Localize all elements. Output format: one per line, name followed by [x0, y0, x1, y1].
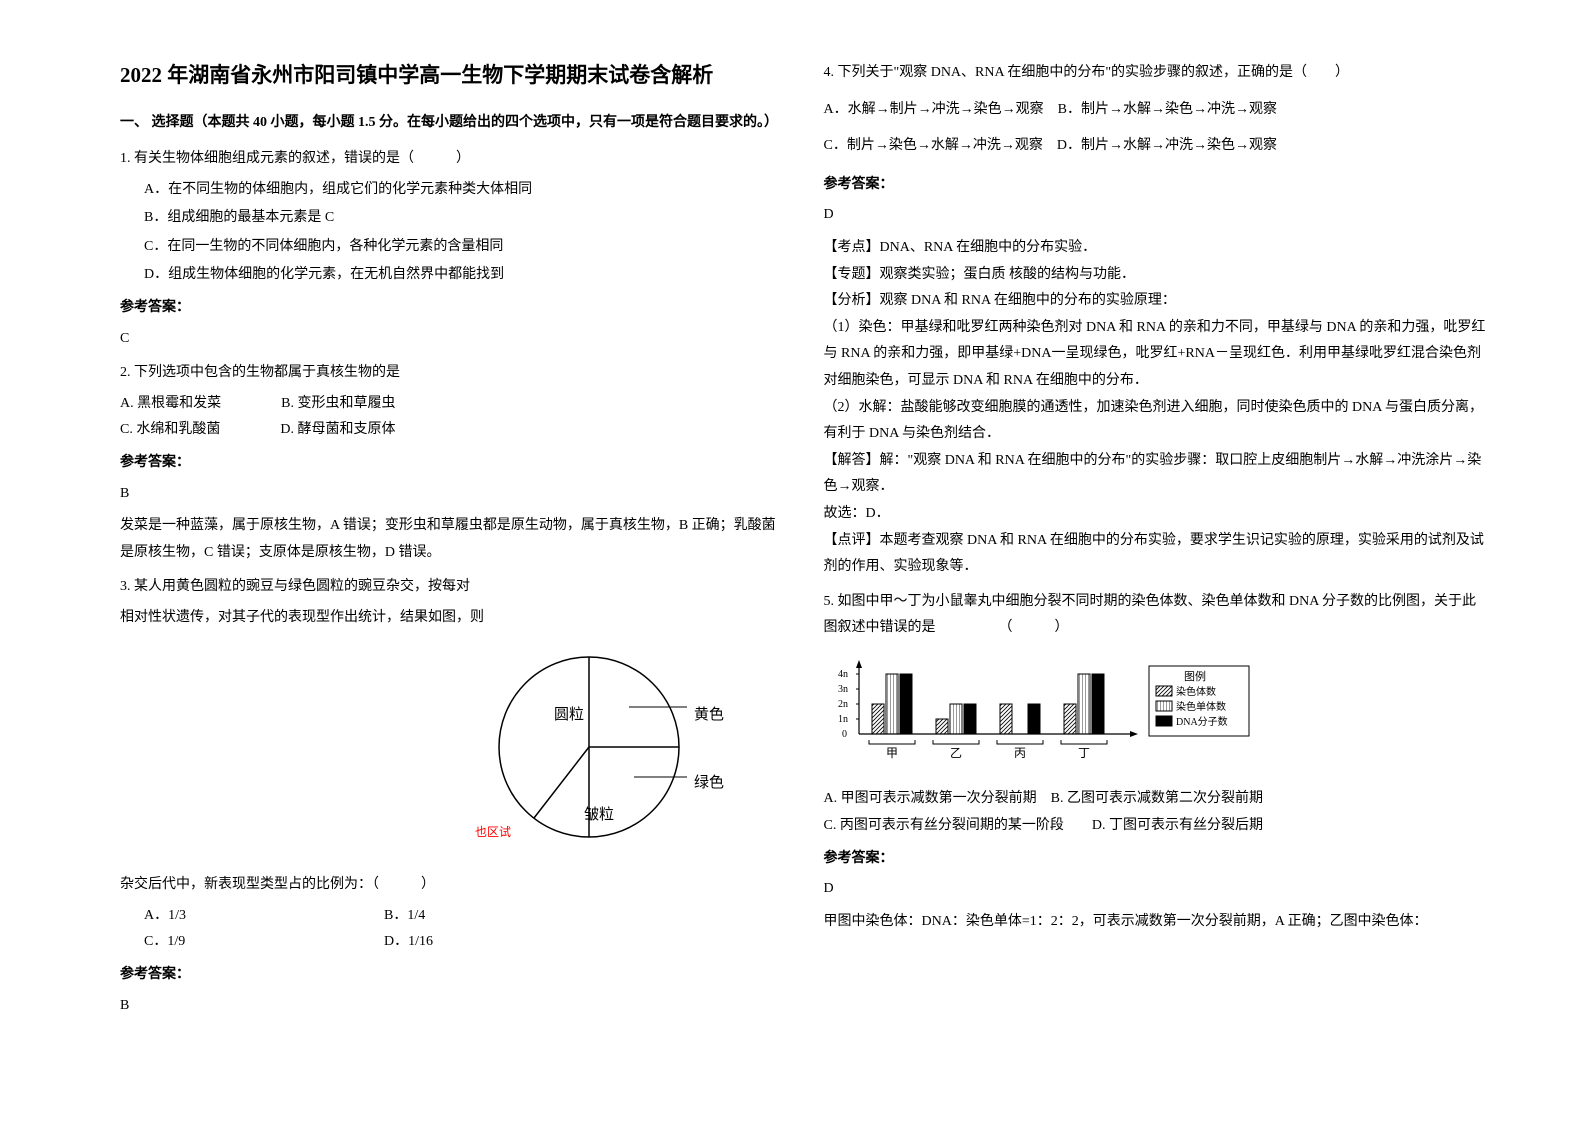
- pie-chart-svg: 圆粒 黄色 绿色 皱粒: [474, 642, 734, 852]
- ytick-2: 2n: [838, 699, 848, 710]
- q5-option-b: B. 乙图可表示减数第二次分裂前期: [1051, 791, 1263, 806]
- q2-option-a: A. 黑根霉和发菜: [120, 391, 221, 418]
- q3-answer: B: [120, 993, 784, 1020]
- legend-2: 染色单体数: [1176, 700, 1226, 713]
- q4-option-b: B．制片→水解→染色→冲洗→观察: [1058, 102, 1277, 117]
- q2-stem: 2. 下列选项中包含的生物都属于真核生物的是: [120, 360, 784, 387]
- q5-option-d: D. 丁图可表示有丝分裂后期: [1092, 818, 1263, 833]
- pie-label-4: 皱粒: [584, 806, 614, 823]
- q5-option-a: A. 甲图可表示减数第一次分裂前期: [824, 791, 1037, 806]
- q2-option-c: C. 水绵和乳酸菌: [120, 417, 220, 444]
- q2-answer-label: 参考答案：: [120, 450, 784, 477]
- q4-stem: 4. 下列关于"观察 DNA、RNA 在细胞中的分布"的实验步骤的叙述，正确的是…: [824, 60, 1488, 87]
- q4-option-a: A．水解→制片→冲洗→染色→观察: [824, 102, 1044, 117]
- section-1-header: 一、 选择题（本题共 40 小题，每小题 1.5 分。在每小题给出的四个选项中，…: [120, 110, 784, 137]
- q4-exp-2: 【专题】观察类实验；蛋白质 核酸的结构与功能．: [824, 262, 1488, 289]
- q5-bar-chart: 0 1n 2n 3n 4n 甲 乙: [824, 654, 1488, 775]
- watermark-text: 也区试: [475, 821, 511, 844]
- question-4: 4. 下列关于"观察 DNA、RNA 在细胞中的分布"的实验步骤的叙述，正确的是…: [824, 60, 1488, 581]
- q1-answer-label: 参考答案：: [120, 295, 784, 322]
- q1-option-c: C．在同一生物的不同体细胞内，各种化学元素的含量相同: [144, 234, 784, 261]
- q4-exp-6: 【解答】解："观察 DNA 和 RNA 在细胞中的分布"的实验步骤：取口腔上皮细…: [824, 448, 1488, 501]
- q3-option-c: C．1/9: [144, 929, 324, 956]
- question-3: 3. 某人用黄色圆粒的豌豆与绿色圆粒的豌豆杂交，按每对 相对性状遗传，对其子代的…: [120, 574, 784, 1019]
- group-label-3: 丙: [1014, 746, 1026, 760]
- pie-label-3: 绿色: [694, 774, 724, 791]
- ytick-3: 3n: [838, 684, 848, 695]
- document-title: 2022 年湖南省永州市阳司镇中学高一生物下学期期末试卷含解析: [120, 60, 784, 92]
- legend-title: 图例: [1184, 669, 1206, 683]
- q5-stem: 5. 如图中甲～丁为小鼠睾丸中细胞分裂不同时期的染色体数、染色单体数和 DNA …: [824, 589, 1488, 642]
- q2-option-d: D. 酵母菌和支原体: [280, 417, 395, 444]
- question-1: 1. 有关生物体细胞组成元素的叙述，错误的是（ ） A．在不同生物的体细胞内，组…: [120, 146, 784, 352]
- q1-option-d: D．组成生物体细胞的化学元素，在无机自然界中都能找到: [144, 262, 784, 289]
- q4-exp-5: （2）水解：盐酸能够改变细胞膜的通透性，加速染色剂进入细胞，同时使染色质中的 D…: [824, 395, 1488, 448]
- q5-option-c: C. 丙图可表示有丝分裂间期的某一阶段: [824, 818, 1064, 833]
- q3-stem-3: 杂交后代中，新表现型类型占的比例为：（ ）: [120, 872, 784, 899]
- pie-label-1: 圆粒: [554, 706, 584, 723]
- left-column: 2022 年湖南省永州市阳司镇中学高一生物下学期期末试卷含解析 一、 选择题（本…: [100, 60, 804, 1082]
- q3-option-a: A．1/3: [144, 903, 324, 930]
- q4-answer: D: [824, 202, 1488, 229]
- group-label-2: 乙: [950, 746, 962, 760]
- q5-answer: D: [824, 876, 1488, 903]
- q4-answer-label: 参考答案：: [824, 172, 1488, 199]
- q1-stem: 1. 有关生物体细胞组成元素的叙述，错误的是（ ）: [120, 146, 784, 173]
- pie-label-2: 黄色: [694, 706, 724, 723]
- q3-stem-2: 相对性状遗传，对其子代的表现型作出统计，结果如图，则: [120, 605, 784, 632]
- q2-answer: B: [120, 481, 784, 508]
- q4-option-c: C．制片→染色→水解→冲洗→观察: [824, 138, 1043, 153]
- q4-exp-1: 【考点】DNA、RNA 在细胞中的分布实验．: [824, 235, 1488, 262]
- q2-explanation: 发菜是一种蓝藻，属于原核生物，A 错误；变形虫和草履虫都是原生动物，属于真核生物…: [120, 513, 784, 566]
- q3-option-b: B．1/4: [384, 903, 425, 930]
- q5-answer-label: 参考答案：: [824, 846, 1488, 873]
- question-2: 2. 下列选项中包含的生物都属于真核生物的是 A. 黑根霉和发菜 B. 变形虫和草…: [120, 360, 784, 566]
- q4-exp-4: （1）染色：甲基绿和吡罗红两种染色剂对 DNA 和 RNA 的亲和力不同，甲基绿…: [824, 315, 1488, 395]
- bar-chart-svg: 0 1n 2n 3n 4n 甲 乙: [824, 654, 1264, 764]
- ytick-4: 4n: [838, 669, 848, 680]
- q3-option-d: D．1/16: [384, 929, 433, 956]
- q3-pie-chart: 圆粒 黄色 绿色 皱粒 也区试: [120, 642, 734, 863]
- q4-exp-7: 故选：D．: [824, 501, 1488, 528]
- group-label-1: 甲: [886, 746, 898, 760]
- q4-exp-3: 【分析】观察 DNA 和 RNA 在细胞中的分布的实验原理：: [824, 288, 1488, 315]
- q3-answer-label: 参考答案：: [120, 962, 784, 989]
- q1-option-b: B．组成细胞的最基本元素是 C: [144, 205, 784, 232]
- q4-exp-8: 【点评】本题考查观察 DNA 和 RNA 在细胞中的分布实验，要求学生识记实验的…: [824, 528, 1488, 581]
- q3-stem-1: 3. 某人用黄色圆粒的豌豆与绿色圆粒的豌豆杂交，按每对: [120, 574, 784, 601]
- q5-explanation: 甲图中染色体：DNA：染色单体=1：2：2，可表示减数第一次分裂前期，A 正确；…: [824, 909, 1488, 936]
- q1-answer: C: [120, 326, 784, 353]
- ytick-0: 0: [842, 729, 847, 740]
- q4-option-d: D．制片→水解→冲洗→染色→观察: [1057, 138, 1277, 153]
- ytick-1: 1n: [838, 714, 848, 725]
- question-5: 5. 如图中甲～丁为小鼠睾丸中细胞分裂不同时期的染色体数、染色单体数和 DNA …: [824, 589, 1488, 936]
- q1-option-a: A．在不同生物的体细胞内，组成它们的化学元素种类大体相同: [144, 177, 784, 204]
- legend-3: DNA分子数: [1176, 715, 1228, 728]
- legend-1: 染色体数: [1176, 685, 1216, 698]
- right-column: 4. 下列关于"观察 DNA、RNA 在细胞中的分布"的实验步骤的叙述，正确的是…: [804, 60, 1508, 1082]
- group-label-4: 丁: [1078, 746, 1090, 760]
- q2-option-b: B. 变形虫和草履虫: [281, 391, 395, 418]
